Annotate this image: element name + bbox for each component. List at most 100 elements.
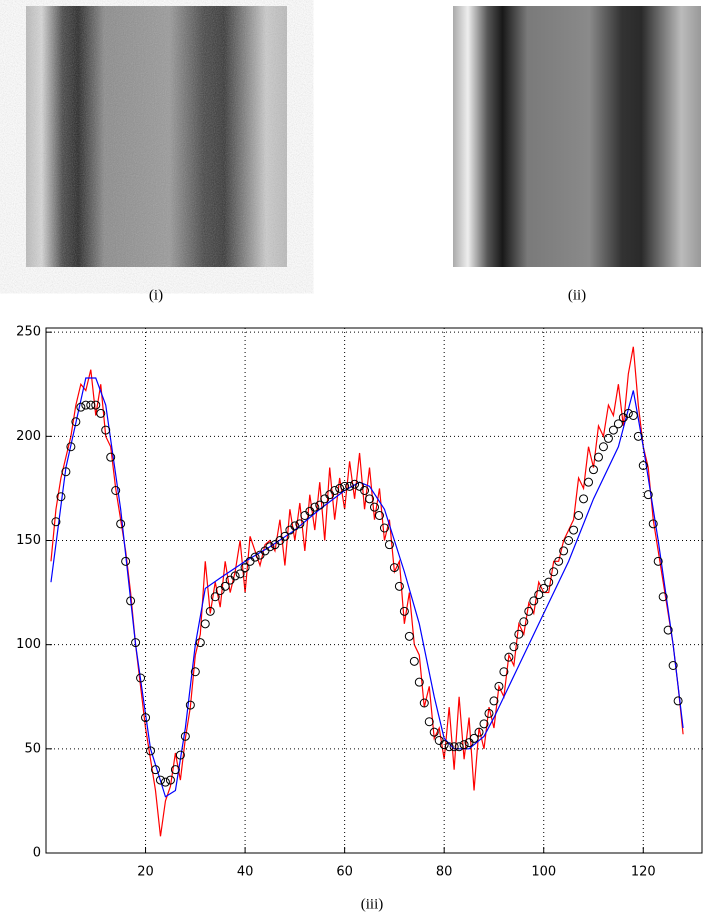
data-point bbox=[76, 402, 86, 412]
data-point bbox=[265, 542, 275, 552]
y-tick-label: 150 bbox=[16, 533, 41, 548]
data-point bbox=[61, 467, 71, 477]
data-point bbox=[106, 452, 116, 462]
data-point bbox=[434, 736, 444, 745]
data-point bbox=[484, 708, 494, 718]
x-tick-label: 80 bbox=[436, 865, 453, 880]
data-point bbox=[360, 486, 370, 495]
data-point bbox=[424, 717, 434, 727]
data-point bbox=[56, 492, 66, 502]
data-point bbox=[419, 698, 429, 708]
x-tick-label: 120 bbox=[631, 865, 656, 880]
data-point bbox=[66, 442, 76, 452]
data-point bbox=[668, 661, 678, 670]
data-point bbox=[160, 777, 170, 787]
data-point bbox=[648, 519, 658, 529]
data-point bbox=[136, 673, 146, 683]
data-point bbox=[330, 486, 340, 495]
data-point bbox=[454, 742, 464, 752]
data-point bbox=[429, 727, 439, 737]
data-point bbox=[623, 408, 633, 418]
data-point bbox=[414, 677, 424, 687]
data-point bbox=[509, 642, 519, 652]
data-point bbox=[195, 638, 205, 648]
plot-area bbox=[50, 346, 684, 837]
data-point bbox=[86, 400, 96, 410]
data-point bbox=[141, 713, 151, 723]
data-point bbox=[205, 606, 215, 616]
panel-label: (ii) bbox=[568, 287, 586, 303]
data-point bbox=[589, 465, 598, 475]
x-tick-label: 20 bbox=[137, 865, 154, 880]
data-point bbox=[574, 511, 584, 520]
data-point bbox=[210, 592, 220, 602]
data-point bbox=[489, 696, 499, 706]
data-point bbox=[340, 481, 350, 491]
data-point bbox=[534, 590, 544, 600]
data-point bbox=[459, 740, 469, 750]
y-tick-label: 50 bbox=[24, 741, 41, 756]
data-point bbox=[165, 775, 175, 785]
data-point bbox=[96, 408, 106, 418]
data-point bbox=[71, 417, 81, 427]
data-point bbox=[190, 667, 200, 677]
y-tick-label: 250 bbox=[16, 325, 41, 340]
x-tick-label: 100 bbox=[531, 865, 556, 880]
data-point bbox=[310, 502, 320, 512]
data-point bbox=[389, 563, 399, 573]
data-point bbox=[444, 742, 454, 752]
x-tick-label: 60 bbox=[336, 865, 353, 880]
chart-caption: (iii) bbox=[361, 896, 384, 912]
plot-frame bbox=[45, 327, 703, 854]
data-point bbox=[200, 619, 210, 629]
data-point bbox=[449, 742, 459, 752]
data-point bbox=[603, 433, 613, 443]
data-point bbox=[250, 552, 260, 562]
data-point bbox=[235, 569, 245, 579]
data-point bbox=[111, 486, 121, 495]
data-point bbox=[504, 652, 514, 662]
data-point bbox=[350, 479, 360, 489]
data-point bbox=[295, 519, 305, 529]
data-point bbox=[653, 556, 663, 566]
data-point bbox=[365, 494, 375, 504]
data-point bbox=[579, 494, 589, 504]
data-point bbox=[598, 442, 608, 452]
data-point bbox=[315, 500, 325, 510]
image-denoised bbox=[453, 6, 701, 267]
image-noise bbox=[26, 6, 287, 267]
data-point bbox=[474, 727, 484, 737]
data-point bbox=[658, 592, 668, 602]
data-point bbox=[151, 765, 160, 775]
data-point bbox=[479, 719, 489, 729]
data-point bbox=[175, 750, 185, 760]
data-point bbox=[663, 625, 673, 635]
data-point bbox=[519, 617, 529, 627]
data-point bbox=[628, 411, 638, 420]
data-point bbox=[155, 775, 165, 785]
data-point bbox=[673, 696, 683, 706]
data-point bbox=[469, 733, 479, 743]
data-point bbox=[529, 596, 539, 606]
data-point bbox=[608, 425, 618, 435]
data-point bbox=[126, 596, 136, 606]
data-point bbox=[584, 477, 594, 487]
data-point bbox=[379, 523, 389, 533]
y-tick-label: 0 bbox=[33, 846, 41, 861]
panel-label: (i) bbox=[149, 287, 163, 303]
data-point bbox=[374, 511, 384, 520]
data-point bbox=[514, 629, 524, 639]
data-point bbox=[220, 581, 230, 591]
data-point bbox=[564, 536, 574, 545]
data-point bbox=[399, 606, 409, 616]
data-point bbox=[549, 567, 559, 577]
data-point bbox=[280, 531, 290, 541]
data-point bbox=[643, 490, 653, 500]
data-point bbox=[180, 731, 190, 741]
y-tick-label: 200 bbox=[16, 429, 41, 444]
data-point bbox=[345, 481, 355, 491]
data-point bbox=[409, 656, 419, 666]
data-point bbox=[499, 667, 509, 677]
x-tick-label: 40 bbox=[237, 865, 254, 880]
